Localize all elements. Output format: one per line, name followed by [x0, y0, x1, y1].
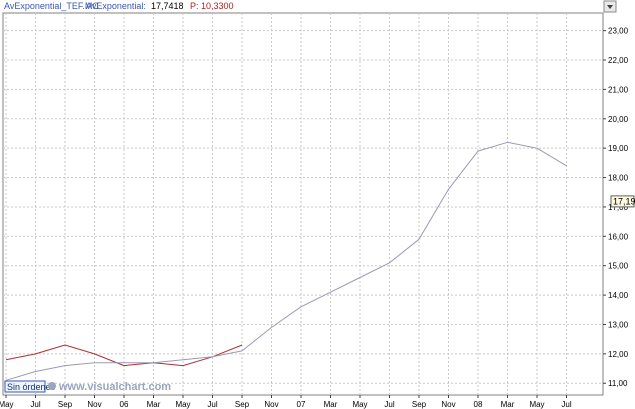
y-tick-label: 20,00: [608, 115, 629, 124]
y-tick-label: 16,00: [608, 232, 629, 241]
x-tick-label: Nov: [87, 400, 101, 409]
slow_avg-series-line: [5, 141, 567, 381]
x-tick-label: Jul: [561, 400, 571, 409]
x-tick-label: Jul: [207, 400, 217, 409]
header-series-label-1: AvExponential_TEF.MC: [4, 1, 99, 11]
y-tick-label: 13,00: [608, 320, 629, 329]
x-tick-label: May: [352, 400, 367, 409]
last-price-label: 17,19: [613, 196, 635, 206]
x-tick-label: Mar: [501, 400, 515, 409]
y-tick-label: 21,00: [608, 85, 629, 94]
x-tick-label: May: [175, 400, 190, 409]
x-tick-label: Mar: [324, 400, 338, 409]
fast_avg-series-line: [5, 344, 243, 367]
x-tick-label: 08: [474, 400, 483, 409]
x-tick-label: Jul: [30, 400, 40, 409]
y-tick-label: 18,00: [608, 174, 629, 183]
header-series-label-2: AvExponential:: [86, 1, 146, 11]
watermark-logo-icon: [48, 382, 56, 390]
x-tick-label: 06: [120, 400, 129, 409]
plot-area: [2, 12, 604, 396]
grid-layer: [3, 13, 603, 395]
y-axis: 11,00 12,00 13,00 14,00 15,00 16,00 17,00 18,00…: [603, 27, 629, 388]
header-value-2: 10,3300: [201, 1, 234, 11]
x-tick-label: 07: [297, 400, 306, 409]
x-tick-label: May: [529, 400, 544, 409]
header-value-2-prefix: P:: [190, 1, 199, 11]
y-tick-label: 17,00: [608, 203, 629, 212]
x-tick-label: Nov: [441, 400, 455, 409]
last-price-tag: 17,19: [610, 195, 635, 208]
orders-button[interactable]: Sin órdenes: [4, 380, 56, 393]
header-value-1: 17,7418: [151, 1, 184, 11]
y-tick-label: 12,00: [608, 350, 629, 359]
y-tick-label: 14,00: [608, 291, 629, 300]
y-tick-label: 11,00: [608, 379, 628, 388]
x-tick-label: Sep: [58, 400, 73, 409]
y-tick-label: 19,00: [608, 144, 629, 153]
y-tick-label: 22,00: [608, 56, 629, 65]
watermark: www.visualchart.com: [48, 381, 171, 393]
orders-button-label: Sin órdenes: [7, 382, 56, 392]
scroll-corner-button[interactable]: [603, 0, 617, 13]
x-tick-label: May: [0, 400, 14, 409]
x-tick-label: Mar: [147, 400, 161, 409]
y-tick-label: 23,00: [608, 27, 629, 36]
x-tick-label: Sep: [235, 400, 250, 409]
watermark-text: www.visualchart.com: [58, 381, 171, 393]
x-axis: May Jul Sep Nov 06 Mar May Jul Sep Nov 07 Mar May Jul…: [0, 395, 572, 409]
series-layer: [5, 141, 567, 381]
x-tick-label: Sep: [412, 400, 427, 409]
triangle-down-icon: [607, 5, 613, 9]
x-tick-label: Jul: [384, 400, 394, 409]
y-tick-label: 15,00: [608, 262, 629, 271]
x-tick-label: Nov: [264, 400, 278, 409]
